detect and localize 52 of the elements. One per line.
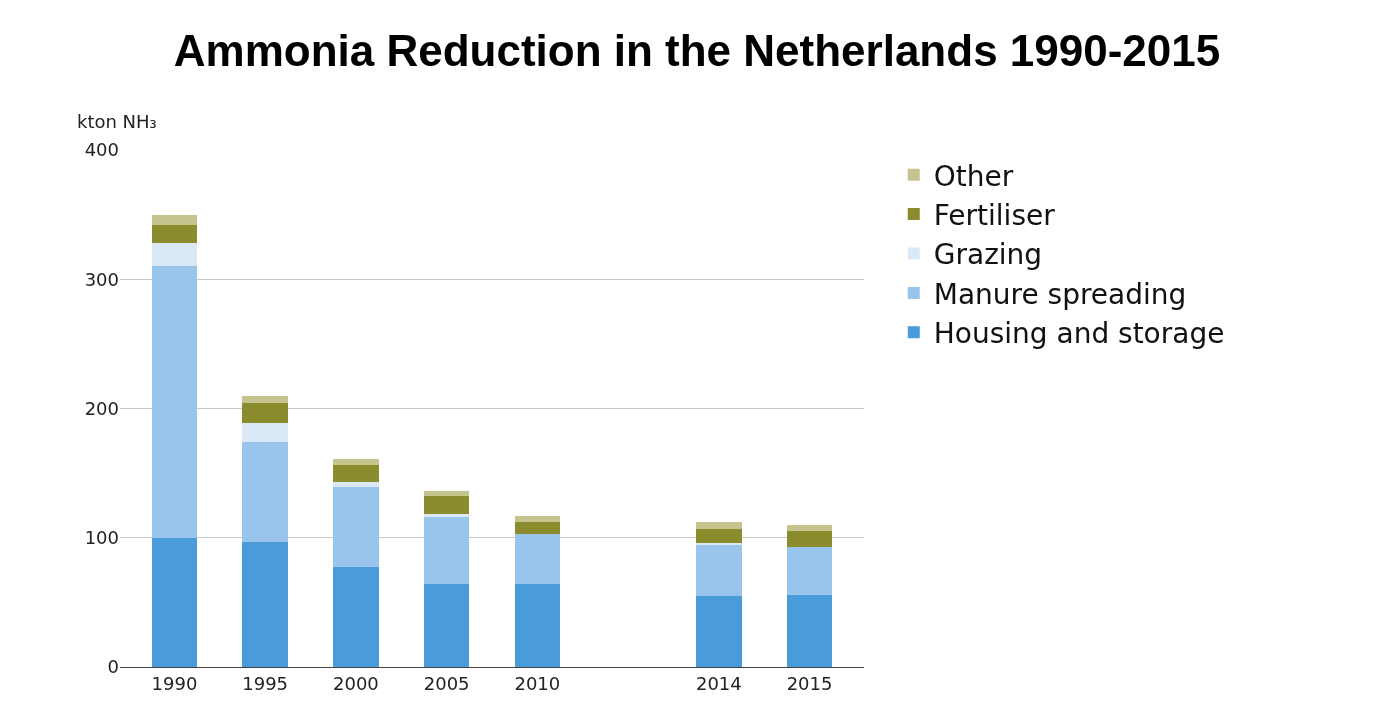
y-tick-label: 0 [107, 656, 119, 678]
bar [151, 266, 198, 538]
y-axis-title: kton NH₃ [77, 111, 157, 132]
bar [423, 517, 470, 585]
x-tick-label: 2000 [332, 672, 379, 694]
y-tick-label: 200 [84, 397, 119, 419]
chart-title: Ammonia Reduction in the Netherlands 1990-2015 [173, 26, 1221, 76]
bar [242, 395, 288, 404]
y-tick-label: 100 [84, 527, 119, 549]
bar [423, 496, 470, 515]
bar [514, 584, 561, 667]
bar [151, 537, 198, 667]
bar [786, 546, 833, 595]
bar [696, 544, 742, 596]
bar [151, 214, 198, 225]
bar [333, 567, 379, 667]
legend-label: Other [933, 159, 1014, 193]
bar [786, 531, 833, 547]
x-tick-label: 1995 [242, 672, 289, 694]
bar [786, 594, 833, 667]
bar [242, 422, 288, 443]
bar [242, 403, 288, 423]
bar [696, 595, 742, 667]
bar [333, 465, 379, 483]
bar [333, 458, 379, 466]
bar [242, 442, 288, 542]
bar [151, 243, 198, 267]
x-tick-label: 2015 [786, 672, 833, 694]
bar [696, 542, 742, 545]
x-tick-label: 1990 [151, 672, 198, 694]
bar [514, 533, 561, 585]
bar [242, 541, 288, 667]
legend-label: Fertiliser [933, 199, 1056, 233]
bar [423, 491, 470, 497]
legend-label: Housing and storage [933, 317, 1225, 351]
bar [333, 487, 379, 568]
legend-label: Grazing [933, 238, 1043, 272]
y-tick-label: 400 [84, 139, 119, 161]
y-tick-label: 300 [84, 268, 119, 290]
bar [514, 515, 561, 523]
bar [151, 224, 198, 244]
bar [786, 524, 833, 532]
bar [514, 522, 561, 534]
x-tick-label: 2014 [695, 672, 742, 694]
bar [696, 528, 742, 543]
bar [333, 482, 379, 488]
bar [423, 584, 470, 667]
legend-label: Manure spreading [933, 277, 1187, 311]
bar [696, 522, 742, 529]
bar [423, 514, 470, 518]
x-tick-label: 2010 [514, 672, 561, 694]
x-tick-label: 2005 [423, 672, 470, 694]
